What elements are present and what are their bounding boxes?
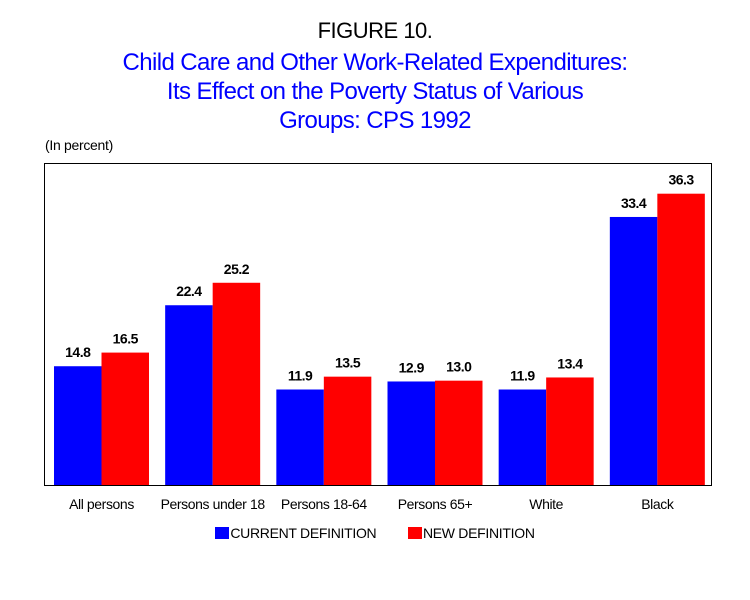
category-label-3: Persons 65+: [398, 496, 473, 512]
data-label-current-1: 22.4: [176, 283, 202, 299]
legend-swatch-new: [407, 527, 422, 539]
category-label-2: Persons 18-64: [281, 496, 367, 512]
data-label-current-3: 12.9: [399, 359, 425, 375]
category-label-0: All persons: [69, 496, 134, 512]
data-label-current-5: 33.4: [621, 195, 647, 211]
bar-current-0: [54, 366, 102, 485]
legend-swatch-current: [215, 527, 230, 539]
data-label-new-4: 13.4: [557, 355, 583, 371]
bar-new-3: [435, 380, 483, 485]
plot-frame: [44, 163, 712, 486]
bar-new-4: [546, 377, 594, 485]
bar-current-4: [498, 389, 547, 485]
bar-current-3: [387, 381, 435, 485]
bar-new-5: [657, 193, 705, 485]
legend-item-current: CURRENT DEFINITION: [215, 525, 377, 541]
figure-label: FIGURE 10.: [317, 18, 433, 43]
bar-new-1: [212, 282, 261, 485]
legend-item-new: NEW DEFINITION: [407, 525, 535, 541]
category-label-1: Persons under 18: [161, 496, 266, 512]
category-label-5: Black: [641, 496, 675, 512]
data-label-new-5: 36.3: [668, 172, 694, 188]
category-label-4: White: [529, 496, 563, 512]
y-axis-unit-label: (In percent): [45, 137, 113, 153]
data-label-current-2: 11.9: [288, 368, 313, 384]
bar-current-1: [165, 305, 213, 485]
legend-label-current: CURRENT DEFINITION: [230, 525, 377, 541]
data-label-current-4: 11.9: [510, 368, 535, 384]
title-line-3: Groups: CPS 1992: [279, 107, 471, 134]
data-label-new-3: 13.0: [446, 359, 472, 375]
title-line-1: Child Care and Other Work-Related Expend…: [122, 49, 629, 76]
data-label-new-2: 13.5: [335, 355, 361, 371]
title-line-2: Its Effect on the Poverty Status of Vari…: [166, 78, 584, 105]
legend-label-new: NEW DEFINITION: [422, 525, 535, 541]
legend: CURRENT DEFINITION NEW DEFINITION: [0, 525, 750, 542]
chart-title: Child Care and Other Work-Related Expend…: [0, 48, 750, 135]
bar-new-0: [101, 352, 149, 485]
bar-current-5: [609, 216, 658, 485]
bar-current-2: [276, 389, 324, 485]
bar-new-2: [323, 376, 372, 485]
data-label-current-0: 14.8: [65, 344, 91, 360]
data-label-new-1: 25.2: [224, 261, 250, 277]
data-label-new-0: 16.5: [113, 331, 139, 347]
